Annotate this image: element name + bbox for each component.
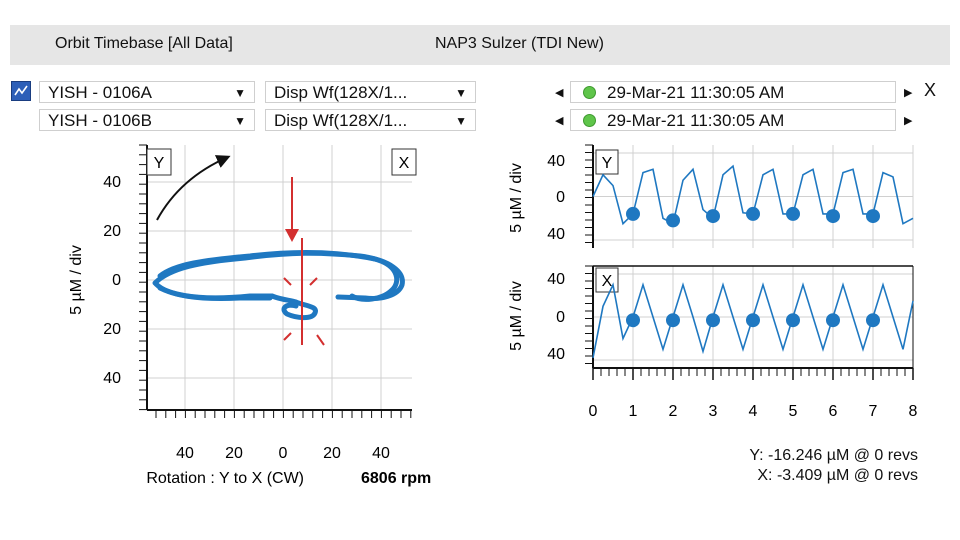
- x-wave-keyphasor-dot: [666, 313, 680, 328]
- chevron-down-icon: ▼: [455, 86, 467, 100]
- y-wave-tick: 40: [547, 226, 565, 243]
- timebase-x-tick-label: 5: [789, 403, 798, 420]
- orbit-trace: [152, 249, 405, 321]
- prev-arrow-icon[interactable]: ◀: [555, 87, 564, 99]
- y-wave-keyphasor-dot: [666, 213, 680, 228]
- plot-title: Orbit Timebase [All Data]: [55, 35, 233, 52]
- x-wave-box-label: X: [602, 273, 613, 290]
- waveform-select-bottom-value: Disp Wf(128X/1...: [274, 111, 408, 130]
- next-arrow-icon[interactable]: ▶: [904, 115, 913, 127]
- timebase-ticks: [585, 144, 914, 380]
- x-wave-keyphasor-dot: [746, 313, 760, 328]
- timebase-x-tick-label: 2: [669, 403, 678, 420]
- x-wave-keyphasor-dot: [626, 313, 640, 328]
- y-wave-keyphasor-dot: [866, 209, 880, 224]
- prev-arrow-icon[interactable]: ◀: [555, 115, 564, 127]
- chevron-down-icon: ▼: [234, 114, 246, 128]
- title-bar: Orbit Timebase [All Data] NAP3 Sulzer (T…: [10, 25, 950, 65]
- timestamp-top-text: 29-Mar-21 11:30:05 AM: [607, 83, 785, 102]
- keyphasor-arrow-icon: [285, 229, 299, 242]
- orbit-x-box: [391, 148, 417, 176]
- orbit-y-tick: 40: [103, 370, 121, 387]
- timebase-series: [592, 164, 914, 359]
- y-wave-tick: 0: [556, 189, 565, 206]
- chevron-down-icon: ▼: [455, 114, 467, 128]
- rotation-arrow-icon: [156, 155, 231, 221]
- rpm-value: 6806 rpm: [361, 470, 431, 487]
- timestamp-bottom-text: 29-Mar-21 11:30:05 AM: [607, 111, 785, 130]
- orbit-x-tick: 20: [323, 445, 341, 462]
- channel-select-bottom-value: YISH - 0106B: [48, 111, 152, 130]
- timestamp-bottom[interactable]: 29-Mar-21 11:30:05 AM: [570, 109, 896, 131]
- close-button[interactable]: X: [924, 80, 937, 100]
- y-wave-box-label: Y: [602, 155, 613, 172]
- y-wave-keyphasor-dot: [626, 206, 640, 221]
- x-wave-keyphasor-dot: [786, 313, 800, 328]
- orbit-y-box: [146, 148, 172, 176]
- x-wave-keyphasor-dot: [826, 313, 840, 328]
- x-wave-series-line: [592, 282, 914, 359]
- orbit-marker: [283, 177, 325, 346]
- timebase-x-tick-label: 0: [589, 403, 598, 420]
- orbit-y-label: 5 µM / div: [68, 245, 85, 315]
- channel-select-bottom[interactable]: YISH - 0106B ▼: [39, 109, 255, 131]
- timebase-x-tick-labels: 0 1 2 3 4 5 6 7 8: [589, 403, 918, 420]
- orbit-x-tick: 40: [372, 445, 390, 462]
- y-wave-ylabel: 5 µM / div: [508, 163, 525, 233]
- y-waveform-grid: [592, 145, 914, 248]
- chevron-down-icon: ▼: [234, 86, 246, 100]
- waveform-select-top-value: Disp Wf(128X/1...: [274, 83, 408, 102]
- x-wave-tick: 0: [556, 309, 565, 326]
- orbit-x-tick: 0: [279, 445, 288, 462]
- status-dot-icon: [583, 114, 596, 127]
- timebase-x-tick-label: 4: [749, 403, 758, 420]
- waveform-select-top[interactable]: Disp Wf(128X/1... ▼: [265, 81, 476, 103]
- timebase-x-tick-label: 7: [869, 403, 878, 420]
- orbit-y-tick: 20: [103, 223, 121, 240]
- x-wave-box: [595, 267, 619, 293]
- y-wave-keyphasor-dot: [706, 209, 720, 224]
- orbit-x-tick: 20: [225, 445, 243, 462]
- x-wave-tick: 40: [547, 271, 565, 288]
- x-wave-tick: 40: [547, 346, 565, 363]
- y-wave-box: [595, 149, 619, 175]
- orbit-y-tick: 20: [103, 321, 121, 338]
- status-dot-icon: [583, 86, 596, 99]
- timebase-x-tick-label: 6: [829, 403, 838, 420]
- orbit-grid: [147, 145, 412, 410]
- orbit-y-minor-ticks: [139, 144, 147, 411]
- orbit-y-tick: 0: [112, 272, 121, 289]
- x-wave-keyphasor-dot: [866, 313, 880, 328]
- y-wave-keyphasor-dot: [746, 206, 760, 221]
- x-waveform-grid: [592, 266, 914, 368]
- timebase-x-tick-label: 8: [909, 403, 918, 420]
- channel-select-top[interactable]: YISH - 0106A ▼: [39, 81, 255, 103]
- y-wave-keyphasor-dot: [826, 209, 840, 224]
- y-wave-keyphasor-dot: [786, 206, 800, 221]
- orbit-y-box-label: Y: [154, 155, 165, 172]
- x-wave-ylabel: 5 µM / div: [508, 281, 525, 351]
- y-wave-tick: 40: [547, 153, 565, 170]
- timebase-x-tick-label: 1: [629, 403, 638, 420]
- orbit-y-tick: 40: [103, 174, 121, 191]
- next-arrow-icon[interactable]: ▶: [904, 87, 913, 99]
- y-wave-series-line: [592, 164, 914, 226]
- x-readout: X: -3.409 µM @ 0 revs: [757, 467, 918, 484]
- orbit-x-box-label: X: [399, 155, 410, 172]
- x-wave-keyphasor-dot: [706, 313, 720, 328]
- orbit-x-tick: 40: [176, 445, 194, 462]
- waveform-select-bottom[interactable]: Disp Wf(128X/1... ▼: [265, 109, 476, 131]
- channel-select-top-value: YISH - 0106A: [48, 83, 152, 102]
- rotation-text: Rotation : Y to X (CW): [146, 470, 304, 487]
- timestamp-top[interactable]: 29-Mar-21 11:30:05 AM: [570, 81, 896, 103]
- waveform-icon[interactable]: [11, 81, 31, 101]
- y-readout: Y: -16.246 µM @ 0 revs: [749, 447, 918, 464]
- orbit-x-minor-ticks: [155, 410, 412, 418]
- timebase-x-tick-label: 3: [709, 403, 718, 420]
- machine-title: NAP3 Sulzer (TDI New): [435, 35, 604, 52]
